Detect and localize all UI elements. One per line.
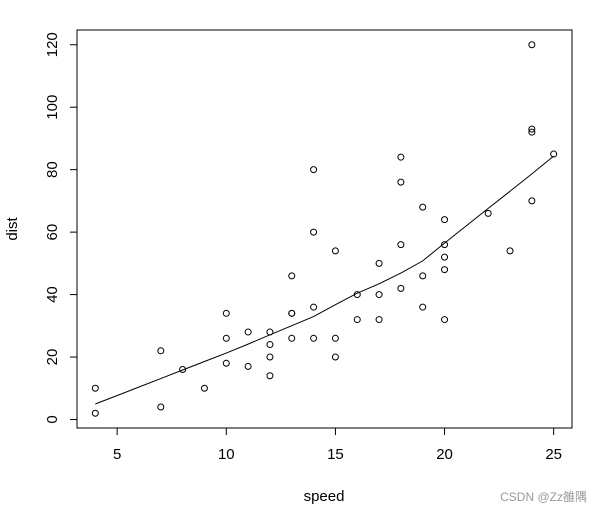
data-point — [288, 272, 296, 280]
data-point — [441, 266, 449, 274]
data-point — [375, 316, 383, 324]
y-axis-label: dist — [4, 216, 21, 240]
data-point — [310, 166, 318, 174]
data-point — [310, 334, 318, 342]
data-point — [528, 125, 536, 133]
smooth-line — [95, 155, 554, 405]
x-axis-label: speed — [304, 488, 345, 505]
x-tick-label: 20 — [436, 446, 453, 463]
x-tick-label: 10 — [218, 446, 235, 463]
data-point — [310, 228, 318, 236]
data-point — [550, 150, 558, 158]
data-point — [441, 316, 449, 324]
data-point — [331, 247, 339, 255]
y-tick-label: 20 — [44, 349, 61, 366]
y-tick-label: 120 — [44, 32, 61, 57]
x-tick-label: 15 — [327, 446, 344, 463]
data-point — [157, 347, 165, 355]
data-point — [375, 291, 383, 299]
data-point — [397, 178, 405, 186]
data-point — [353, 316, 361, 324]
data-point — [528, 128, 536, 136]
data-point — [222, 359, 230, 367]
data-point — [441, 216, 449, 224]
y-tick-label: 0 — [44, 415, 61, 423]
data-point — [91, 409, 99, 417]
data-point — [157, 403, 165, 411]
data-point — [266, 353, 274, 361]
data-point — [441, 253, 449, 261]
data-point — [331, 353, 339, 361]
data-point — [222, 309, 230, 317]
x-tick-label: 25 — [545, 446, 562, 463]
data-point — [310, 303, 318, 311]
data-point — [528, 197, 536, 205]
y-tick-label: 40 — [44, 286, 61, 303]
data-point — [179, 366, 187, 374]
data-point — [331, 334, 339, 342]
data-point — [397, 153, 405, 161]
plot-frame — [76, 29, 573, 429]
data-point — [441, 241, 449, 249]
data-point — [288, 334, 296, 342]
watermark: CSDN @Zz雒隅 — [500, 489, 587, 504]
data-point — [266, 341, 274, 349]
y-tick-label: 80 — [44, 161, 61, 178]
data-point — [397, 284, 405, 292]
data-point — [419, 303, 427, 311]
x-tick-label: 5 — [113, 446, 121, 463]
y-tick-label: 60 — [44, 224, 61, 241]
data-point — [419, 272, 427, 280]
data-point — [484, 209, 492, 217]
data-point — [397, 241, 405, 249]
data-point — [288, 309, 296, 317]
data-point — [244, 328, 252, 336]
data-point — [200, 384, 208, 392]
data-point — [528, 41, 536, 49]
data-point — [222, 334, 230, 342]
data-point — [266, 372, 274, 380]
data-point — [244, 362, 252, 370]
y-tick-label: 100 — [44, 95, 61, 120]
data-point — [375, 259, 383, 267]
data-point — [419, 203, 427, 211]
data-point — [506, 247, 514, 255]
data-point — [91, 384, 99, 392]
